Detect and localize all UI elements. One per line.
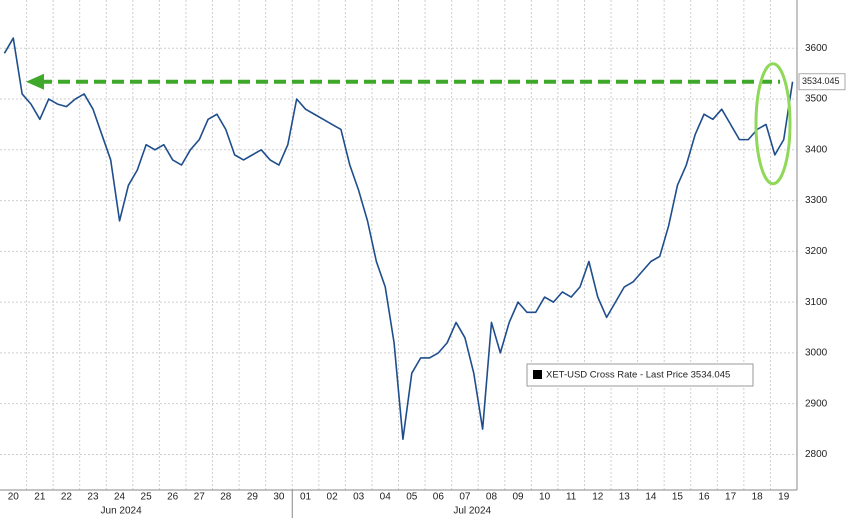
- y-tick-label: 3000: [805, 348, 828, 359]
- legend-label: XET-USD Cross Rate - Last Price 3534.045: [546, 370, 730, 381]
- x-tick-label: 22: [61, 492, 73, 503]
- x-tick-label: 02: [327, 492, 339, 503]
- x-tick-label: 01: [300, 492, 312, 503]
- x-tick-label: 28: [220, 492, 232, 503]
- last-price-box: [798, 73, 846, 91]
- x-tick-label: 30: [273, 492, 285, 503]
- x-tick-label: 06: [433, 492, 445, 503]
- x-tick-label: 08: [486, 492, 498, 503]
- y-tick-label: 3400: [805, 144, 828, 155]
- x-tick-label: 27: [194, 492, 206, 503]
- x-tick-label: 29: [247, 492, 259, 503]
- x-tick-label: 11: [566, 492, 577, 503]
- y-tick-label: 3300: [805, 195, 828, 206]
- last-price-label: 3534.045: [802, 76, 840, 86]
- x-tick-label: 26: [167, 492, 179, 503]
- x-tick-label: 03: [353, 492, 365, 503]
- arrow-head: [26, 73, 44, 90]
- x-tick-label: 15: [672, 492, 684, 503]
- x-tick-label: 04: [380, 492, 392, 503]
- y-tick-label: 3500: [805, 94, 828, 105]
- price-line: [3, 37, 794, 441]
- x-tick-label: 05: [406, 492, 418, 503]
- x-tick-label: 23: [87, 492, 99, 503]
- y-tick-label: 2800: [805, 449, 828, 460]
- x-tick-label: 09: [512, 492, 524, 503]
- x-tick-label: 24: [114, 492, 126, 503]
- month-label: Jun 2024: [101, 506, 143, 517]
- x-tick-label: 14: [645, 492, 657, 503]
- x-tick-label: 12: [592, 492, 604, 503]
- x-tick-label: 10: [539, 492, 551, 503]
- y-tick-label: 3100: [805, 297, 828, 308]
- x-tick-label: 17: [725, 492, 737, 503]
- legend-box: [526, 363, 754, 387]
- month-label: Jul 2024: [453, 506, 491, 517]
- y-tick-label: 3600: [805, 43, 828, 54]
- x-tick-label: 16: [698, 492, 710, 503]
- x-tick-label: 13: [619, 492, 631, 503]
- x-tick-label: 19: [778, 492, 790, 503]
- legend-swatch: [533, 370, 542, 379]
- x-tick-label: 25: [141, 492, 153, 503]
- x-tick-label: 20: [8, 492, 20, 503]
- y-tick-label: 2900: [805, 398, 828, 409]
- x-tick-label: 21: [34, 492, 46, 503]
- x-tick-label: 07: [459, 492, 471, 503]
- y-tick-label: 3200: [805, 246, 828, 257]
- highlight-ellipse: [754, 62, 792, 186]
- x-tick-label: 18: [752, 492, 764, 503]
